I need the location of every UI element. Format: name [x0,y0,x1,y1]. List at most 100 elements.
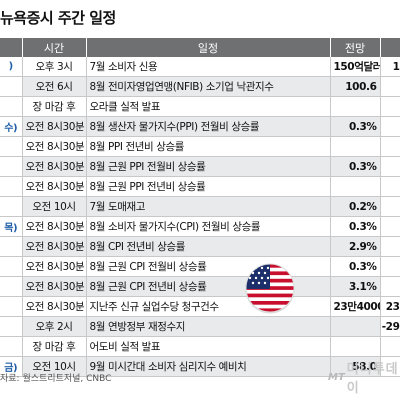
table-row: 목) 오전 8시30분 8월 소비자 물가지수(CPI) 전월비 상승률 0.3… [0,216,400,237]
row-previous: -29 [380,316,400,337]
row-day [0,156,23,177]
row-time: 오전 8시30분 [22,136,87,157]
row-time: 오전 8시30분 [22,116,87,137]
table-row: ) 오후 3시 7월 소비자 신용 150억달러 1 [0,57,400,77]
row-previous [380,256,400,277]
row-previous [380,236,400,257]
row-time: 오전 8시30분 [22,176,87,197]
column-header-forecast: 전망 [330,38,381,57]
row-time: 장 마감 후 [22,336,87,357]
row-time: 오전 8시30분 [22,276,87,297]
row-event: 어도비 실적 발표 [86,336,331,357]
row-time: 오후 2시 [22,316,87,337]
row-event: 8월 연방정부 재정수지 [86,316,331,337]
row-time: 오전 8시30분 [22,216,87,237]
row-day: 수) [0,116,23,137]
table-row: 장 마감 후 오라클 실적 발표 [0,96,400,117]
row-previous [380,276,400,297]
watermark-logo: MT 머니투데이 [328,362,400,396]
row-forecast: 0.3% [330,256,381,277]
row-previous [380,116,400,137]
table-row: 오전 8시30분 8월 PPI 전년비 상승률 [0,136,400,157]
row-time: 오전 8시30분 [22,256,87,277]
row-previous [380,156,400,177]
us-flag-icon [244,262,296,314]
row-day [0,196,23,217]
row-day: ) [0,57,23,77]
table-row: 오전 10시 7월 도매재고 0.2% [0,196,400,217]
row-forecast: 3.1% [330,276,381,297]
row-forecast: 58.0 [330,356,381,377]
row-event: 7월 도매재고 [86,196,331,217]
row-forecast [330,336,381,357]
page-title: 뉴욕증시 주간 일정 [0,9,116,27]
row-previous [380,216,400,237]
row-previous: 1 [380,57,400,77]
column-header-day [0,38,23,57]
row-day [0,316,23,337]
source-note: 자료: 월스트리트저널, CNBC [0,374,112,384]
row-day [0,296,23,317]
row-day: 목) [0,216,23,237]
row-forecast: 23만4000건 [330,296,381,317]
row-forecast: 150억달러 [330,57,381,77]
row-forecast: 0.2% [330,196,381,217]
row-time: 오전 8시30분 [22,296,87,317]
row-day [0,256,23,277]
row-previous [380,176,400,197]
table-row: 오후 2시 8월 연방정부 재정수지 -29 [0,316,400,337]
row-forecast: 2.9% [330,236,381,257]
row-time: 오전 10시 [22,356,87,377]
table-row: 오전 8시30분 8월 CPI 전년비 상승률 2.9% [0,236,400,257]
row-day [0,76,23,97]
watermark-name: 머니투데이 [346,362,399,396]
row-event: 7월 소비자 신용 [86,57,331,77]
row-forecast [330,316,381,337]
schedule-table: 시간 일정 전망 ) 오후 3시 7월 소비자 신용 150억달러 1 오전 6… [0,38,400,377]
row-event: 8월 CPI 전년비 상승률 [86,236,331,257]
table-header-row: 시간 일정 전망 [0,38,400,57]
row-time: 오전 8시30분 [22,236,87,257]
row-forecast [330,96,381,117]
table-row: 금) 오전 10시 9월 미시간대 소비자 심리지수 예비치 58.0 [0,356,400,377]
column-header-previous [380,38,400,57]
table-row: 오전 8시30분 지난주 신규 실업수당 청구건수 23만4000건 23 [0,296,400,317]
row-time: 오후 3시 [22,57,87,77]
row-event: 9월 미시간대 소비자 심리지수 예비치 [86,356,331,377]
table-row: 수) 오전 8시30분 8월 생산자 물가지수(PPI) 전월비 상승률 0.3… [0,116,400,137]
row-previous: 23 [380,296,400,317]
row-day [0,176,23,197]
row-event: 8월 근원 PPI 전월비 상승률 [86,156,331,177]
row-day [0,236,23,257]
row-previous [380,96,400,117]
row-event: 8월 생산자 물가지수(PPI) 전월비 상승률 [86,116,331,137]
row-event: 오라클 실적 발표 [86,96,331,117]
table-row: 오전 8시30분 8월 근원 PPI 전월비 상승률 0.3% [0,156,400,177]
row-event: 8월 전미자영업연맹(NFIB) 소기업 낙관지수 [86,76,331,97]
table-row: 장 마감 후 어도비 실적 발표 [0,336,400,357]
row-day: 금) [0,356,23,377]
row-forecast [330,136,381,157]
row-previous [380,76,400,97]
table-row: 오전 8시30분 8월 근원 PPI 전년비 상승률 [0,176,400,197]
column-header-time: 시간 [22,38,87,57]
row-day [0,336,23,357]
row-forecast: 0.3% [330,216,381,237]
table-row: 오전 8시30분 8월 근원 CPI 전년비 상승률 3.1% [0,276,400,297]
row-time: 오전 8시30분 [22,156,87,177]
row-event: 8월 PPI 전년비 상승률 [86,136,331,157]
table-row: 오전 6시 8월 전미자영업연맹(NFIB) 소기업 낙관지수 100.6 [0,76,400,97]
row-time: 오전 10시 [22,196,87,217]
row-day [0,136,23,157]
row-day [0,276,23,297]
row-time: 오전 6시 [22,76,87,97]
row-time: 장 마감 후 [22,96,87,117]
row-forecast: 0.3% [330,116,381,137]
column-header-event: 일정 [86,38,331,57]
row-previous [380,336,400,357]
row-forecast [330,176,381,197]
row-day [0,96,23,117]
row-event: 8월 소비자 물가지수(CPI) 전월비 상승률 [86,216,331,237]
row-forecast: 100.6 [330,76,381,97]
row-forecast: 0.3% [330,156,381,177]
